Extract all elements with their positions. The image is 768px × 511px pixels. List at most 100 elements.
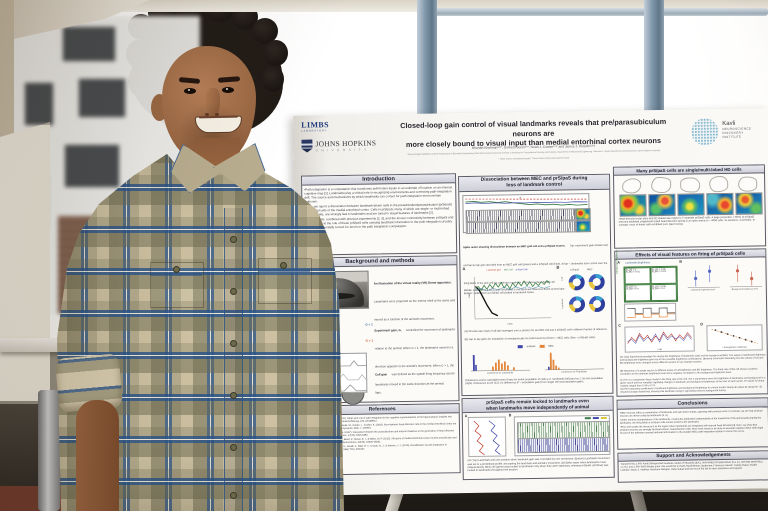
shield-stripe xyxy=(301,143,312,145)
dome-caption-bold: An illustration of the virtual reality (… xyxy=(373,280,452,286)
ring-col-prspas: prS/paS xyxy=(570,268,580,272)
gain-caption-bold: Experiment gain, G, xyxy=(374,328,402,333)
kavli-logo-icon xyxy=(691,118,719,146)
smiling-mouth xyxy=(194,115,243,134)
independent-raster-figure: Laps (Landmark frame) xyxy=(513,415,611,457)
panel-b-label: B xyxy=(679,259,683,264)
ring-plot xyxy=(588,273,605,291)
ring-plot xyxy=(568,296,586,313)
hd-polar-plot xyxy=(651,176,672,194)
raster-legend-swatches xyxy=(584,417,607,420)
button-placket xyxy=(224,208,243,511)
hair-curl xyxy=(252,18,278,44)
bg-brightness-response-plot: Background brightness level xyxy=(725,261,763,294)
window-mullion xyxy=(644,0,664,118)
panel-b-label: B xyxy=(556,264,560,270)
pocket-button xyxy=(280,262,287,269)
panel-a-label: A xyxy=(462,266,466,272)
legend-prspas: prS/paS cell xyxy=(515,269,528,272)
limbs-logo-sub: LABORATORY xyxy=(301,129,328,133)
ring-plot xyxy=(568,274,585,291)
shirt-button xyxy=(230,392,237,399)
raster-caption-bold: Spike raster showing dissociation betwee… xyxy=(463,244,566,250)
section-hd-cells: Many prS/paS cells are single/multi-lobe… xyxy=(612,164,767,249)
landmark-position-figure xyxy=(467,416,507,458)
introduction-paragraph: •Path integration is a computation that … xyxy=(304,184,453,204)
brightness-combinations-table: B_LM = 1 B_BG = 0.01 B_LM = 0.05 B_BG = 0.… xyxy=(623,265,679,303)
cellgain-caption-bold: Cell gain xyxy=(375,372,388,377)
white-board-panel xyxy=(0,122,50,401)
gain-trace-ylabel: Gain xyxy=(467,292,471,299)
building-window xyxy=(64,144,120,188)
hd-polar-plot xyxy=(622,178,642,194)
eye xyxy=(222,87,234,93)
kavli-logo-text: Kavli NEUROSCIENCE DISCOVERY INSTITUTE xyxy=(722,121,751,139)
ring-col-mec: MEC xyxy=(587,268,593,272)
locked-caption: (A) (Top) Landmark and rat's position wh… xyxy=(467,457,610,473)
building-window xyxy=(62,26,116,62)
jhu-logo: JOHNS HOPKINS U N I V E R S I T Y xyxy=(301,138,376,152)
legend-swatch-prspas-blue xyxy=(592,417,599,420)
cell-line: B_BG = 0.01 xyxy=(652,270,666,274)
gain-trace-figure: Landmark gain MEC cell prS/paS cell Laps… xyxy=(468,269,553,328)
cell-line: B_BG = 0.4 xyxy=(652,287,665,291)
cell-line: B_BG = 0.4 xyxy=(626,287,639,291)
legend-swatch-prspas xyxy=(517,345,523,349)
scatter-xlabel: LM brightness coefficient xyxy=(722,346,747,350)
coherence-landmarks-histogram: Coherence w/ Landmarks xyxy=(468,350,532,377)
g-less-label: G < 1 xyxy=(365,322,373,327)
ring-col-headers: prS/paS MEC xyxy=(562,268,608,272)
visual-caption-a: (A) (Top) Experiment paradigm for varyin… xyxy=(619,353,766,365)
ring-row-lab: Lab xyxy=(561,276,564,281)
hd-polar-plot xyxy=(680,177,701,193)
legend-landmark-gain: Landmark gain xyxy=(486,269,502,272)
jhu-shield-icon xyxy=(301,139,312,152)
legend-swatch-mec xyxy=(539,344,545,348)
coefficient-scatter-figure: LM brightness coefficient xyxy=(706,324,763,352)
g-greater-label: G > 1 xyxy=(365,338,374,343)
grid-cell-heatmap xyxy=(575,208,591,221)
under-table-shadow xyxy=(288,492,768,511)
shield-stripe xyxy=(302,147,313,149)
forearm xyxy=(76,400,119,511)
bg-plot-xlabel: Background brightness level xyxy=(731,288,758,291)
locked-heading-line2: when landmarks move independently of ani… xyxy=(486,403,590,411)
section-dissociation: Dissociation between MEC and prS/paS dur… xyxy=(458,173,614,397)
hair-curl xyxy=(264,40,288,66)
model-fit-xlabel: Laps xyxy=(657,348,663,352)
poster-affiliations-notes: * These authors contributed equally † Th… xyxy=(498,157,570,161)
legend-swatch-mec-green xyxy=(584,417,591,420)
building-window xyxy=(24,82,54,126)
cellgain-caption-text: was defined as the spatial firing freque… xyxy=(375,371,455,395)
jhu-logo-sub: U N I V E R S I T Y xyxy=(315,147,368,153)
histogram-legend: prS/paS MEC xyxy=(517,344,554,349)
rate-map-heatmap xyxy=(648,193,676,217)
introduction-paragraph: •These results, combined with previous e… xyxy=(304,215,454,230)
hist-xlabel-population: Coherence w/ Population xyxy=(561,371,587,374)
hd-polar-plot xyxy=(738,176,758,192)
eye-glint xyxy=(226,88,228,90)
panel-b-label: B xyxy=(508,413,512,418)
section-conclusions: Conclusions •MEC neurons reflect a combi… xyxy=(616,397,768,450)
limbs-logo: LIMBS LABORATORY xyxy=(301,120,329,132)
cell-line: B_BG = 0.01 xyxy=(626,270,640,274)
rate-map-heatmap xyxy=(706,192,734,216)
prspas-heatmap xyxy=(575,220,591,233)
rate-map-heatmap xyxy=(619,194,647,217)
eye xyxy=(184,88,196,94)
coherence-caption: Coherence scores calculated every 6 laps… xyxy=(465,376,604,386)
shirt-button xyxy=(230,236,237,243)
brightness-table-side: Background Brightness xyxy=(616,249,619,274)
ring-maps-figure: prS/paS MEC Lab Landmark xyxy=(562,268,609,327)
brightness-cell: B_LM = 0.05 B_BG = 0.01 xyxy=(650,266,677,285)
cellgain-caption: Cell gain was defined as the spatial fir… xyxy=(375,361,458,398)
visual-caption-b: (B) Response of a single neuron to diffe… xyxy=(620,367,758,376)
pocket-button xyxy=(173,266,180,273)
section-locked: prS/paS cells remain locked to landmarks… xyxy=(461,395,615,481)
lm-plot-xlabel: Landmark brightness level xyxy=(690,289,715,292)
section-support: Support and Acknowledgements Supported b… xyxy=(617,450,768,483)
hist-legend-prspas: prS/paS xyxy=(526,344,536,349)
gain-trace-xlabel: Laps xyxy=(507,322,513,326)
window-mullion xyxy=(417,0,437,120)
